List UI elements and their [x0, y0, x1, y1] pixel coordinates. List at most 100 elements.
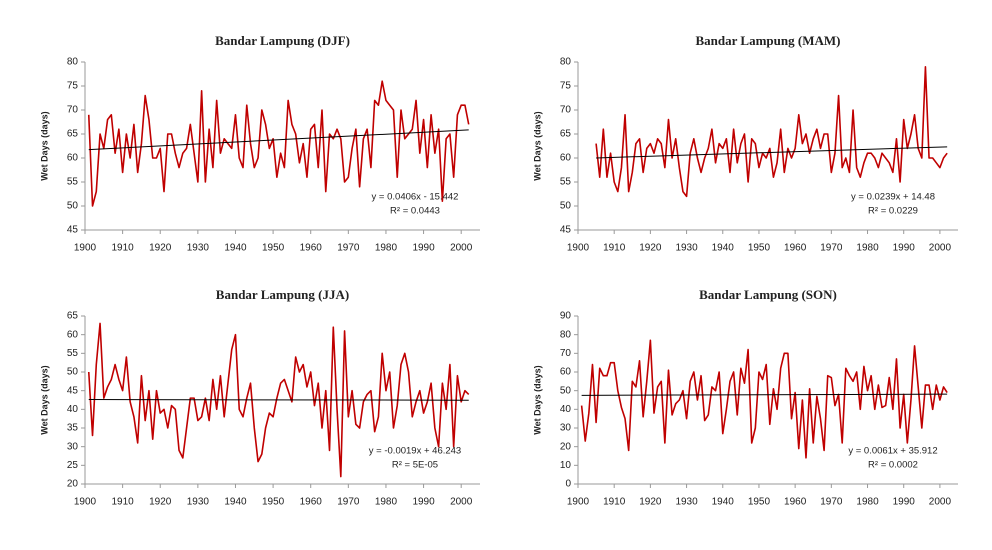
- y-axis-label: Wet Days (days): [532, 111, 542, 180]
- x-tick-label: 1970: [820, 497, 843, 508]
- x-tick-label: 1980: [375, 497, 398, 508]
- trend-annotation: R² = 0.0443: [390, 206, 440, 217]
- x-tick-label: 1900: [74, 243, 97, 254]
- y-tick-label: 30: [560, 423, 572, 434]
- y-tick-label: 80: [560, 57, 572, 68]
- y-tick-label: 55: [67, 177, 79, 188]
- x-tick-label: 1990: [412, 243, 435, 254]
- x-tick-label: 1960: [784, 497, 807, 508]
- y-tick-label: 60: [67, 329, 79, 340]
- x-tick-label: 1970: [820, 243, 843, 254]
- y-axis-label: Wet Days (days): [532, 365, 542, 434]
- y-tick-label: 55: [560, 177, 572, 188]
- chart-title: Bandar Lampung (JJA): [216, 287, 349, 302]
- y-tick-label: 65: [67, 129, 79, 140]
- x-tick-label: 1990: [412, 497, 435, 508]
- x-tick-label: 1940: [224, 243, 247, 254]
- x-tick-label: 1980: [856, 243, 879, 254]
- x-tick-label: 2000: [450, 243, 473, 254]
- y-tick-label: 50: [560, 201, 572, 212]
- x-tick-label: 1950: [262, 243, 285, 254]
- y-tick-label: 60: [560, 153, 572, 164]
- y-tick-label: 20: [560, 441, 572, 452]
- y-tick-label: 10: [560, 460, 572, 471]
- y-tick-label: 55: [67, 348, 79, 359]
- x-tick-label: 1960: [784, 243, 807, 254]
- x-tick-label: 1980: [856, 497, 879, 508]
- x-tick-label: 1900: [567, 243, 590, 254]
- x-tick-label: 1970: [337, 243, 360, 254]
- trend-annotation: y = 0.0239x + 14.48: [851, 192, 935, 203]
- y-tick-label: 60: [560, 367, 572, 378]
- x-tick-label: 1920: [149, 243, 172, 254]
- x-tick-label: 1910: [111, 243, 134, 254]
- trend-line: [596, 146, 948, 159]
- x-tick-label: 2000: [929, 497, 952, 508]
- y-tick-label: 90: [560, 311, 572, 322]
- trend-annotation: y = -0.0019x + 46.243: [369, 446, 461, 457]
- x-tick-label: 1900: [567, 497, 590, 508]
- y-tick-label: 0: [565, 479, 571, 490]
- x-tick-label: 1940: [712, 497, 735, 508]
- x-tick-label: 1910: [111, 497, 134, 508]
- trend-annotation: y = 0.0061x + 35.912: [848, 446, 937, 457]
- y-axis-label: Wet Days (days): [39, 111, 49, 180]
- y-tick-label: 80: [560, 329, 572, 340]
- x-tick-label: 1940: [712, 243, 735, 254]
- y-tick-label: 45: [67, 225, 79, 236]
- y-tick-label: 40: [560, 404, 572, 415]
- trend-line: [581, 393, 948, 396]
- y-tick-label: 75: [560, 81, 572, 92]
- chart-title: Bandar Lampung (MAM): [696, 33, 841, 48]
- x-tick-label: 1960: [300, 243, 323, 254]
- x-tick-label: 1990: [893, 497, 916, 508]
- trend-annotation: y = 0.0406x - 15.442: [372, 192, 459, 203]
- trend-line: [88, 399, 469, 401]
- y-tick-label: 25: [67, 460, 79, 471]
- x-tick-label: 1910: [603, 497, 626, 508]
- y-tick-label: 50: [67, 367, 79, 378]
- x-tick-label: 1970: [337, 497, 360, 508]
- y-axis-label: Wet Days (days): [39, 365, 49, 434]
- y-tick-label: 35: [67, 423, 79, 434]
- y-tick-label: 50: [67, 201, 79, 212]
- x-tick-label: 1930: [187, 243, 210, 254]
- x-tick-label: 2000: [450, 497, 473, 508]
- data-line: [595, 66, 948, 198]
- y-tick-label: 70: [560, 105, 572, 116]
- chart-title: Bandar Lampung (DJF): [215, 33, 350, 48]
- x-tick-label: 1950: [748, 497, 771, 508]
- x-tick-label: 1920: [149, 497, 172, 508]
- trend-annotation: R² = 0.0002: [868, 460, 918, 471]
- data-line: [580, 339, 948, 459]
- trend-line: [88, 129, 469, 151]
- x-tick-label: 1980: [375, 243, 398, 254]
- y-tick-label: 70: [67, 105, 79, 116]
- x-tick-label: 1920: [639, 243, 662, 254]
- y-tick-label: 75: [67, 81, 79, 92]
- x-tick-label: 1900: [74, 497, 97, 508]
- y-tick-label: 65: [560, 129, 572, 140]
- y-tick-label: 20: [67, 479, 79, 490]
- chart-title: Bandar Lampung (SON): [699, 287, 837, 302]
- x-tick-label: 2000: [929, 243, 952, 254]
- x-tick-label: 1940: [224, 497, 247, 508]
- x-tick-label: 1960: [300, 497, 323, 508]
- y-tick-label: 80: [67, 57, 79, 68]
- y-tick-label: 60: [67, 153, 79, 164]
- trend-annotation: R² = 0.0229: [868, 206, 918, 217]
- y-tick-label: 65: [67, 311, 79, 322]
- y-tick-label: 45: [560, 225, 572, 236]
- x-tick-label: 1930: [675, 497, 698, 508]
- y-tick-label: 70: [560, 348, 572, 359]
- x-tick-label: 1990: [893, 243, 916, 254]
- x-tick-label: 1930: [187, 497, 210, 508]
- x-tick-label: 1930: [675, 243, 698, 254]
- x-tick-label: 1950: [748, 243, 771, 254]
- data-line: [87, 80, 470, 207]
- x-tick-label: 1950: [262, 497, 285, 508]
- y-tick-label: 50: [560, 385, 572, 396]
- x-tick-label: 1910: [603, 243, 626, 254]
- y-tick-label: 30: [67, 441, 79, 452]
